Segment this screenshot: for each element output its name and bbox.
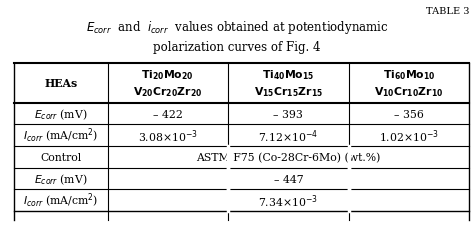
Text: 3.08×10$^{-3}$: 3.08×10$^{-3}$ (138, 127, 198, 144)
Text: HEAs: HEAs (44, 78, 77, 89)
Text: $\mathbf{Ti_{20}Mo_{20}}$: $\mathbf{Ti_{20}Mo_{20}}$ (141, 68, 194, 82)
Text: $\mathbf{V_{20}Cr_{20}Zr_{20}}$: $\mathbf{V_{20}Cr_{20}Zr_{20}}$ (133, 85, 202, 99)
Text: 1.02×10$^{-3}$: 1.02×10$^{-3}$ (379, 127, 439, 144)
Text: $E_{corr}$ (mV): $E_{corr}$ (mV) (34, 107, 88, 121)
Text: – 393: – 393 (273, 109, 303, 119)
Text: $\mathbf{Ti_{40}Mo_{15}}$: $\mathbf{Ti_{40}Mo_{15}}$ (262, 68, 315, 82)
Text: $E_{corr}$  and  $i_{corr}$  values obtained at potentiodynamic: $E_{corr}$ and $i_{corr}$ values obtaine… (86, 19, 388, 36)
Text: ASTM F75 (Co-28Cr-6Mo) (wt.%): ASTM F75 (Co-28Cr-6Mo) (wt.%) (196, 152, 381, 162)
Text: $I_{corr}$ (mA/cm$^2$): $I_{corr}$ (mA/cm$^2$) (23, 191, 99, 209)
Text: Control: Control (40, 152, 82, 162)
Bar (14, 64, 469, 220)
Text: $I_{corr}$ (mA/cm$^2$): $I_{corr}$ (mA/cm$^2$) (23, 127, 99, 145)
Text: $\mathbf{Ti_{60}Mo_{10}}$: $\mathbf{Ti_{60}Mo_{10}}$ (383, 68, 435, 82)
Text: 7.34×10$^{-3}$: 7.34×10$^{-3}$ (258, 192, 319, 209)
Text: $\mathbf{V_{10}Cr_{10}Zr_{10}}$: $\mathbf{V_{10}Cr_{10}Zr_{10}}$ (374, 85, 444, 99)
Text: TABLE 3: TABLE 3 (426, 7, 469, 16)
Text: – 422: – 422 (153, 109, 183, 119)
Text: polarization curves of Fig. 4: polarization curves of Fig. 4 (153, 41, 321, 54)
Text: – 356: – 356 (394, 109, 424, 119)
Text: $\mathbf{V_{15}Cr_{15}Zr_{15}}$: $\mathbf{V_{15}Cr_{15}Zr_{15}}$ (254, 85, 323, 99)
Text: $E_{corr}$ (mV): $E_{corr}$ (mV) (34, 171, 88, 186)
Text: – 447: – 447 (273, 174, 303, 184)
Text: 7.12×10$^{-4}$: 7.12×10$^{-4}$ (258, 127, 319, 144)
